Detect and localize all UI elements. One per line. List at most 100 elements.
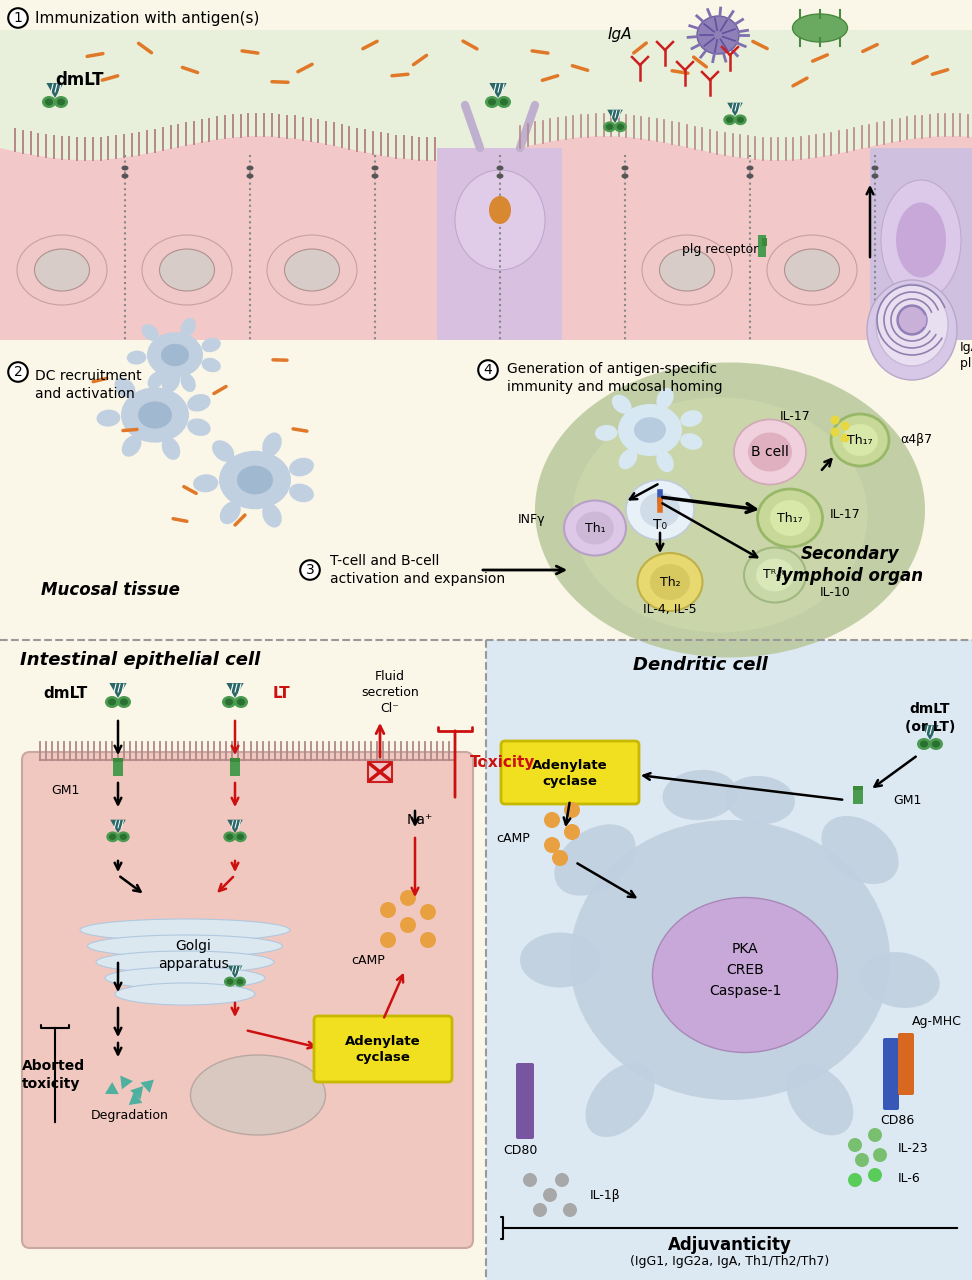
Ellipse shape bbox=[45, 99, 53, 105]
Ellipse shape bbox=[621, 174, 629, 178]
Bar bbox=[758, 236, 766, 257]
Text: cAMP: cAMP bbox=[351, 954, 385, 966]
Ellipse shape bbox=[638, 553, 703, 611]
Ellipse shape bbox=[855, 1153, 869, 1167]
Ellipse shape bbox=[564, 803, 580, 818]
Ellipse shape bbox=[161, 370, 180, 393]
Ellipse shape bbox=[489, 196, 511, 224]
Ellipse shape bbox=[222, 696, 236, 708]
Ellipse shape bbox=[142, 324, 158, 340]
Text: IL-23: IL-23 bbox=[898, 1142, 928, 1155]
Text: CD80: CD80 bbox=[503, 1143, 538, 1157]
Ellipse shape bbox=[234, 696, 248, 708]
Ellipse shape bbox=[656, 388, 674, 410]
Ellipse shape bbox=[161, 344, 189, 366]
Ellipse shape bbox=[120, 833, 127, 840]
Ellipse shape bbox=[860, 952, 940, 1007]
Ellipse shape bbox=[120, 699, 128, 705]
Ellipse shape bbox=[188, 419, 211, 436]
Ellipse shape bbox=[680, 410, 703, 426]
Ellipse shape bbox=[188, 394, 211, 412]
Text: dmLT: dmLT bbox=[55, 70, 103, 90]
Ellipse shape bbox=[108, 699, 116, 705]
Ellipse shape bbox=[917, 739, 931, 750]
Ellipse shape bbox=[289, 458, 314, 476]
Ellipse shape bbox=[105, 966, 265, 989]
Ellipse shape bbox=[181, 374, 195, 392]
Ellipse shape bbox=[872, 174, 879, 178]
FancyBboxPatch shape bbox=[22, 751, 473, 1248]
Bar bbox=[437, 148, 562, 340]
Ellipse shape bbox=[234, 977, 246, 987]
Text: Mucosal tissue: Mucosal tissue bbox=[41, 581, 180, 599]
Ellipse shape bbox=[201, 338, 221, 352]
Ellipse shape bbox=[756, 558, 794, 591]
Ellipse shape bbox=[237, 699, 245, 705]
Ellipse shape bbox=[122, 435, 142, 457]
Ellipse shape bbox=[237, 979, 244, 984]
Text: 3: 3 bbox=[305, 563, 314, 577]
Bar bbox=[382, 762, 388, 780]
Text: IL-10: IL-10 bbox=[820, 585, 850, 599]
Ellipse shape bbox=[142, 236, 232, 305]
Text: DC recruitment
and activation: DC recruitment and activation bbox=[35, 369, 142, 401]
Text: Th₁₇: Th₁₇ bbox=[778, 512, 803, 525]
Ellipse shape bbox=[247, 174, 254, 178]
Text: Immunization with antigen(s): Immunization with antigen(s) bbox=[35, 10, 260, 26]
Text: CD86: CD86 bbox=[880, 1114, 915, 1126]
Ellipse shape bbox=[563, 1203, 577, 1217]
Text: Ag-MHC: Ag-MHC bbox=[912, 1015, 962, 1029]
Ellipse shape bbox=[830, 416, 840, 425]
Text: IgA+
plasma cell: IgA+ plasma cell bbox=[960, 340, 972, 370]
Ellipse shape bbox=[555, 1172, 569, 1187]
Text: LT: LT bbox=[273, 686, 291, 700]
Ellipse shape bbox=[262, 433, 282, 457]
Ellipse shape bbox=[159, 250, 215, 291]
Ellipse shape bbox=[841, 434, 850, 443]
Ellipse shape bbox=[614, 122, 627, 132]
Text: 4: 4 bbox=[484, 364, 493, 378]
Ellipse shape bbox=[723, 114, 736, 125]
Ellipse shape bbox=[115, 378, 135, 398]
Ellipse shape bbox=[876, 284, 948, 366]
Text: IL-17: IL-17 bbox=[780, 411, 810, 424]
Text: Golgi
apparatus: Golgi apparatus bbox=[157, 938, 228, 972]
Ellipse shape bbox=[262, 503, 282, 527]
Text: IL-17: IL-17 bbox=[830, 508, 860, 521]
Ellipse shape bbox=[289, 484, 314, 502]
Ellipse shape bbox=[554, 824, 636, 896]
Ellipse shape bbox=[224, 832, 236, 842]
Ellipse shape bbox=[830, 428, 840, 436]
Ellipse shape bbox=[744, 548, 806, 603]
Ellipse shape bbox=[219, 451, 291, 509]
Ellipse shape bbox=[371, 174, 378, 178]
FancyBboxPatch shape bbox=[516, 1062, 534, 1139]
Ellipse shape bbox=[737, 116, 744, 123]
Ellipse shape bbox=[881, 180, 961, 300]
Ellipse shape bbox=[455, 170, 545, 270]
Text: Dendritic cell: Dendritic cell bbox=[633, 655, 767, 675]
Text: 1: 1 bbox=[14, 12, 22, 26]
Ellipse shape bbox=[488, 99, 496, 105]
Ellipse shape bbox=[497, 174, 503, 178]
Ellipse shape bbox=[147, 333, 203, 378]
Ellipse shape bbox=[726, 116, 733, 123]
Bar bbox=[113, 758, 123, 762]
Ellipse shape bbox=[640, 493, 680, 527]
Ellipse shape bbox=[786, 1065, 853, 1135]
Ellipse shape bbox=[896, 202, 946, 278]
Ellipse shape bbox=[523, 1172, 537, 1187]
Ellipse shape bbox=[485, 96, 499, 108]
Ellipse shape bbox=[680, 433, 703, 449]
Text: Adenylate
cyclase: Adenylate cyclase bbox=[533, 759, 608, 787]
Text: GM1: GM1 bbox=[52, 783, 80, 796]
Ellipse shape bbox=[619, 449, 638, 470]
Ellipse shape bbox=[127, 351, 147, 365]
Text: Tᴿₑᵍ: Tᴿₑᵍ bbox=[763, 568, 786, 581]
Ellipse shape bbox=[725, 776, 795, 824]
Ellipse shape bbox=[87, 934, 283, 957]
Ellipse shape bbox=[652, 897, 838, 1052]
Polygon shape bbox=[0, 136, 972, 340]
Ellipse shape bbox=[544, 837, 560, 852]
Text: Adenylate
cyclase: Adenylate cyclase bbox=[345, 1034, 421, 1064]
